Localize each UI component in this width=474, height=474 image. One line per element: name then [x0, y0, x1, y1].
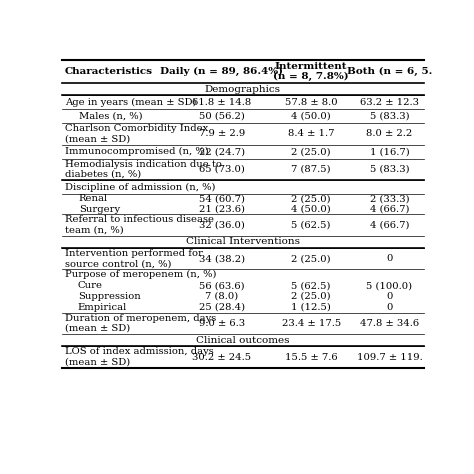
Text: 65 (73.0): 65 (73.0): [199, 165, 245, 174]
Text: 0: 0: [386, 254, 392, 263]
Text: 50 (56.2): 50 (56.2): [199, 112, 245, 121]
Text: 61.8 ± 14.8: 61.8 ± 14.8: [192, 98, 252, 107]
Text: 34 (38.2): 34 (38.2): [199, 254, 245, 263]
Text: 15.5 ± 7.6: 15.5 ± 7.6: [285, 353, 337, 362]
Text: 5 (100.0): 5 (100.0): [366, 281, 412, 290]
Text: 109.7 ± 119.: 109.7 ± 119.: [356, 353, 422, 362]
Text: 0: 0: [386, 302, 392, 311]
Text: 54 (60.7)
21 (23.6): 54 (60.7) 21 (23.6): [199, 194, 245, 214]
Text: Clinical Interventions: Clinical Interventions: [186, 237, 300, 246]
Text: 57.8 ± 8.0: 57.8 ± 8.0: [285, 98, 337, 107]
Text: 1 (12.5): 1 (12.5): [291, 302, 331, 311]
Text: 2 (25.0): 2 (25.0): [292, 254, 331, 263]
Text: 1 (16.7): 1 (16.7): [370, 147, 409, 156]
Text: 0: 0: [386, 292, 392, 301]
Text: Referral to infectious disease
team (n, %): Referral to infectious disease team (n, …: [64, 215, 214, 235]
Text: Intermittent
(n = 8, 7.8%): Intermittent (n = 8, 7.8%): [273, 62, 349, 82]
Text: 25 (28.4): 25 (28.4): [199, 302, 245, 311]
Text: 4 (66.7): 4 (66.7): [370, 220, 409, 229]
Text: 2 (25.0): 2 (25.0): [292, 292, 331, 301]
Text: Age in years (mean ± SD): Age in years (mean ± SD): [64, 98, 196, 107]
Text: 8.0 ± 2.2: 8.0 ± 2.2: [366, 129, 412, 138]
Text: 2 (33.3)
4 (66.7): 2 (33.3) 4 (66.7): [370, 194, 409, 214]
Text: 47.8 ± 34.6: 47.8 ± 34.6: [360, 319, 419, 328]
Text: Hemodialysis indication due to
diabetes (n, %): Hemodialysis indication due to diabetes …: [64, 160, 221, 179]
Text: 2 (25.0): 2 (25.0): [292, 147, 331, 156]
Text: Charlson Comorbidity Index
(mean ± SD): Charlson Comorbidity Index (mean ± SD): [64, 124, 208, 144]
Text: 7.9 ± 2.9: 7.9 ± 2.9: [199, 129, 245, 138]
Text: 5 (62.5): 5 (62.5): [292, 281, 331, 290]
Text: Daily (n = 89, 86.4%): Daily (n = 89, 86.4%): [161, 67, 283, 76]
Text: 63.2 ± 12.3: 63.2 ± 12.3: [360, 98, 419, 107]
Text: LOS of index admission, days
(mean ± SD): LOS of index admission, days (mean ± SD): [64, 347, 213, 367]
Text: Discipline of admission (n, %): Discipline of admission (n, %): [64, 182, 215, 191]
Text: 23.4 ± 17.5: 23.4 ± 17.5: [282, 319, 341, 328]
Text: 32 (36.0): 32 (36.0): [199, 220, 245, 229]
Text: Duration of meropenem, days
(mean ± SD): Duration of meropenem, days (mean ± SD): [64, 314, 216, 333]
Text: Cure: Cure: [78, 281, 103, 290]
Text: Renal
Surgery: Renal Surgery: [79, 194, 120, 214]
Text: 8.4 ± 1.7: 8.4 ± 1.7: [288, 129, 334, 138]
Text: Characteristics: Characteristics: [64, 67, 153, 76]
Text: Immunocompromised (n, %): Immunocompromised (n, %): [64, 147, 209, 156]
Text: Demographics: Demographics: [205, 85, 281, 94]
Text: 5 (62.5): 5 (62.5): [292, 220, 331, 229]
Text: 7 (87.5): 7 (87.5): [292, 165, 331, 174]
Text: 22 (24.7): 22 (24.7): [199, 147, 245, 156]
Text: Purpose of meropenem (n, %): Purpose of meropenem (n, %): [64, 270, 216, 279]
Text: 5 (83.3): 5 (83.3): [370, 112, 409, 121]
Text: 4 (50.0): 4 (50.0): [291, 112, 331, 121]
Text: Males (n, %): Males (n, %): [79, 112, 142, 121]
Text: 9.0 ± 6.3: 9.0 ± 6.3: [199, 319, 245, 328]
Text: 2 (25.0)
4 (50.0): 2 (25.0) 4 (50.0): [291, 194, 331, 214]
Text: Suppression: Suppression: [78, 292, 141, 301]
Text: Intervention performed for
source control (n, %): Intervention performed for source contro…: [64, 249, 202, 268]
Text: Both (n = 6, 5.: Both (n = 6, 5.: [346, 67, 432, 76]
Text: 5 (83.3): 5 (83.3): [370, 165, 409, 174]
Text: 56 (63.6): 56 (63.6): [199, 281, 245, 290]
Text: 7 (8.0): 7 (8.0): [205, 292, 238, 301]
Text: Empirical: Empirical: [78, 302, 127, 311]
Text: 30.2 ± 24.5: 30.2 ± 24.5: [192, 353, 252, 362]
Text: Clinical outcomes: Clinical outcomes: [196, 336, 290, 345]
